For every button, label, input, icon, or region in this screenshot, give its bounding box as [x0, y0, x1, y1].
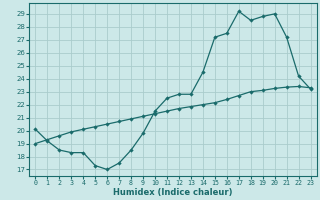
X-axis label: Humidex (Indice chaleur): Humidex (Indice chaleur)	[113, 188, 233, 197]
